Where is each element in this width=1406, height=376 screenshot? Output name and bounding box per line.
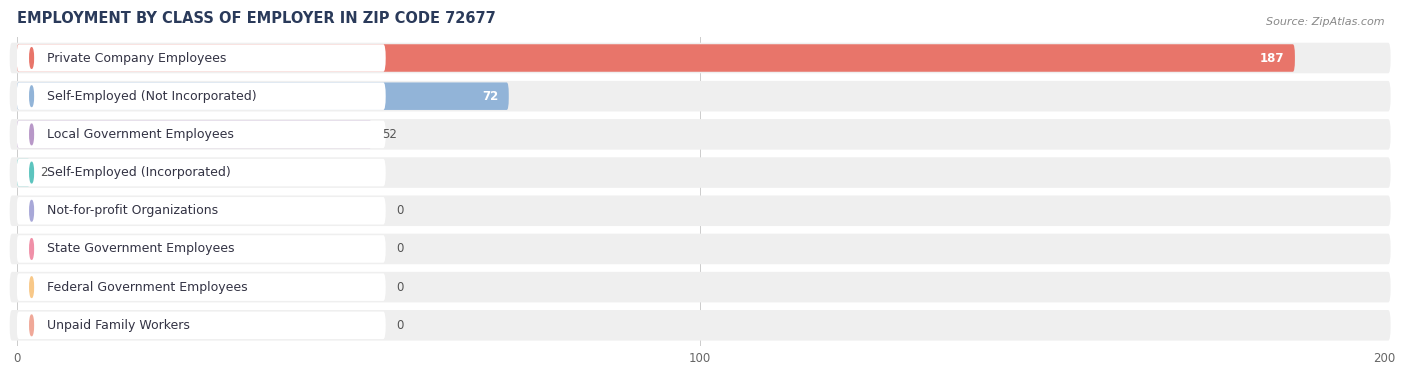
FancyBboxPatch shape (17, 44, 1295, 72)
FancyBboxPatch shape (17, 82, 509, 110)
FancyBboxPatch shape (10, 157, 1391, 188)
Circle shape (30, 48, 34, 68)
Text: 0: 0 (396, 280, 404, 294)
FancyBboxPatch shape (10, 196, 1391, 226)
FancyBboxPatch shape (17, 273, 385, 301)
Circle shape (30, 239, 34, 259)
Text: 187: 187 (1260, 52, 1285, 65)
Text: EMPLOYMENT BY CLASS OF EMPLOYER IN ZIP CODE 72677: EMPLOYMENT BY CLASS OF EMPLOYER IN ZIP C… (17, 11, 495, 26)
FancyBboxPatch shape (17, 121, 385, 148)
FancyBboxPatch shape (17, 197, 385, 224)
Text: Federal Government Employees: Federal Government Employees (48, 280, 247, 294)
FancyBboxPatch shape (17, 235, 385, 263)
Circle shape (30, 86, 34, 106)
FancyBboxPatch shape (10, 310, 1391, 341)
FancyBboxPatch shape (17, 159, 31, 186)
FancyBboxPatch shape (17, 82, 385, 110)
FancyBboxPatch shape (17, 159, 385, 186)
Circle shape (30, 162, 34, 183)
Text: Source: ZipAtlas.com: Source: ZipAtlas.com (1267, 17, 1385, 27)
FancyBboxPatch shape (10, 119, 1391, 150)
FancyBboxPatch shape (10, 272, 1391, 302)
FancyBboxPatch shape (10, 81, 1391, 111)
FancyBboxPatch shape (17, 121, 373, 148)
Text: 52: 52 (382, 128, 396, 141)
Circle shape (30, 277, 34, 297)
Text: Self-Employed (Incorporated): Self-Employed (Incorporated) (48, 166, 231, 179)
FancyBboxPatch shape (17, 312, 385, 339)
Text: Unpaid Family Workers: Unpaid Family Workers (48, 319, 190, 332)
Text: 2: 2 (41, 166, 48, 179)
FancyBboxPatch shape (10, 43, 1391, 73)
Text: 0: 0 (396, 243, 404, 255)
FancyBboxPatch shape (10, 233, 1391, 264)
Circle shape (30, 200, 34, 221)
FancyBboxPatch shape (17, 44, 385, 72)
Circle shape (30, 315, 34, 336)
Text: Local Government Employees: Local Government Employees (48, 128, 235, 141)
Text: State Government Employees: State Government Employees (48, 243, 235, 255)
Text: 72: 72 (482, 90, 499, 103)
Text: 0: 0 (396, 204, 404, 217)
Text: Private Company Employees: Private Company Employees (48, 52, 226, 65)
Text: 0: 0 (396, 319, 404, 332)
Text: Not-for-profit Organizations: Not-for-profit Organizations (48, 204, 218, 217)
Text: Self-Employed (Not Incorporated): Self-Employed (Not Incorporated) (48, 90, 257, 103)
Circle shape (30, 124, 34, 145)
